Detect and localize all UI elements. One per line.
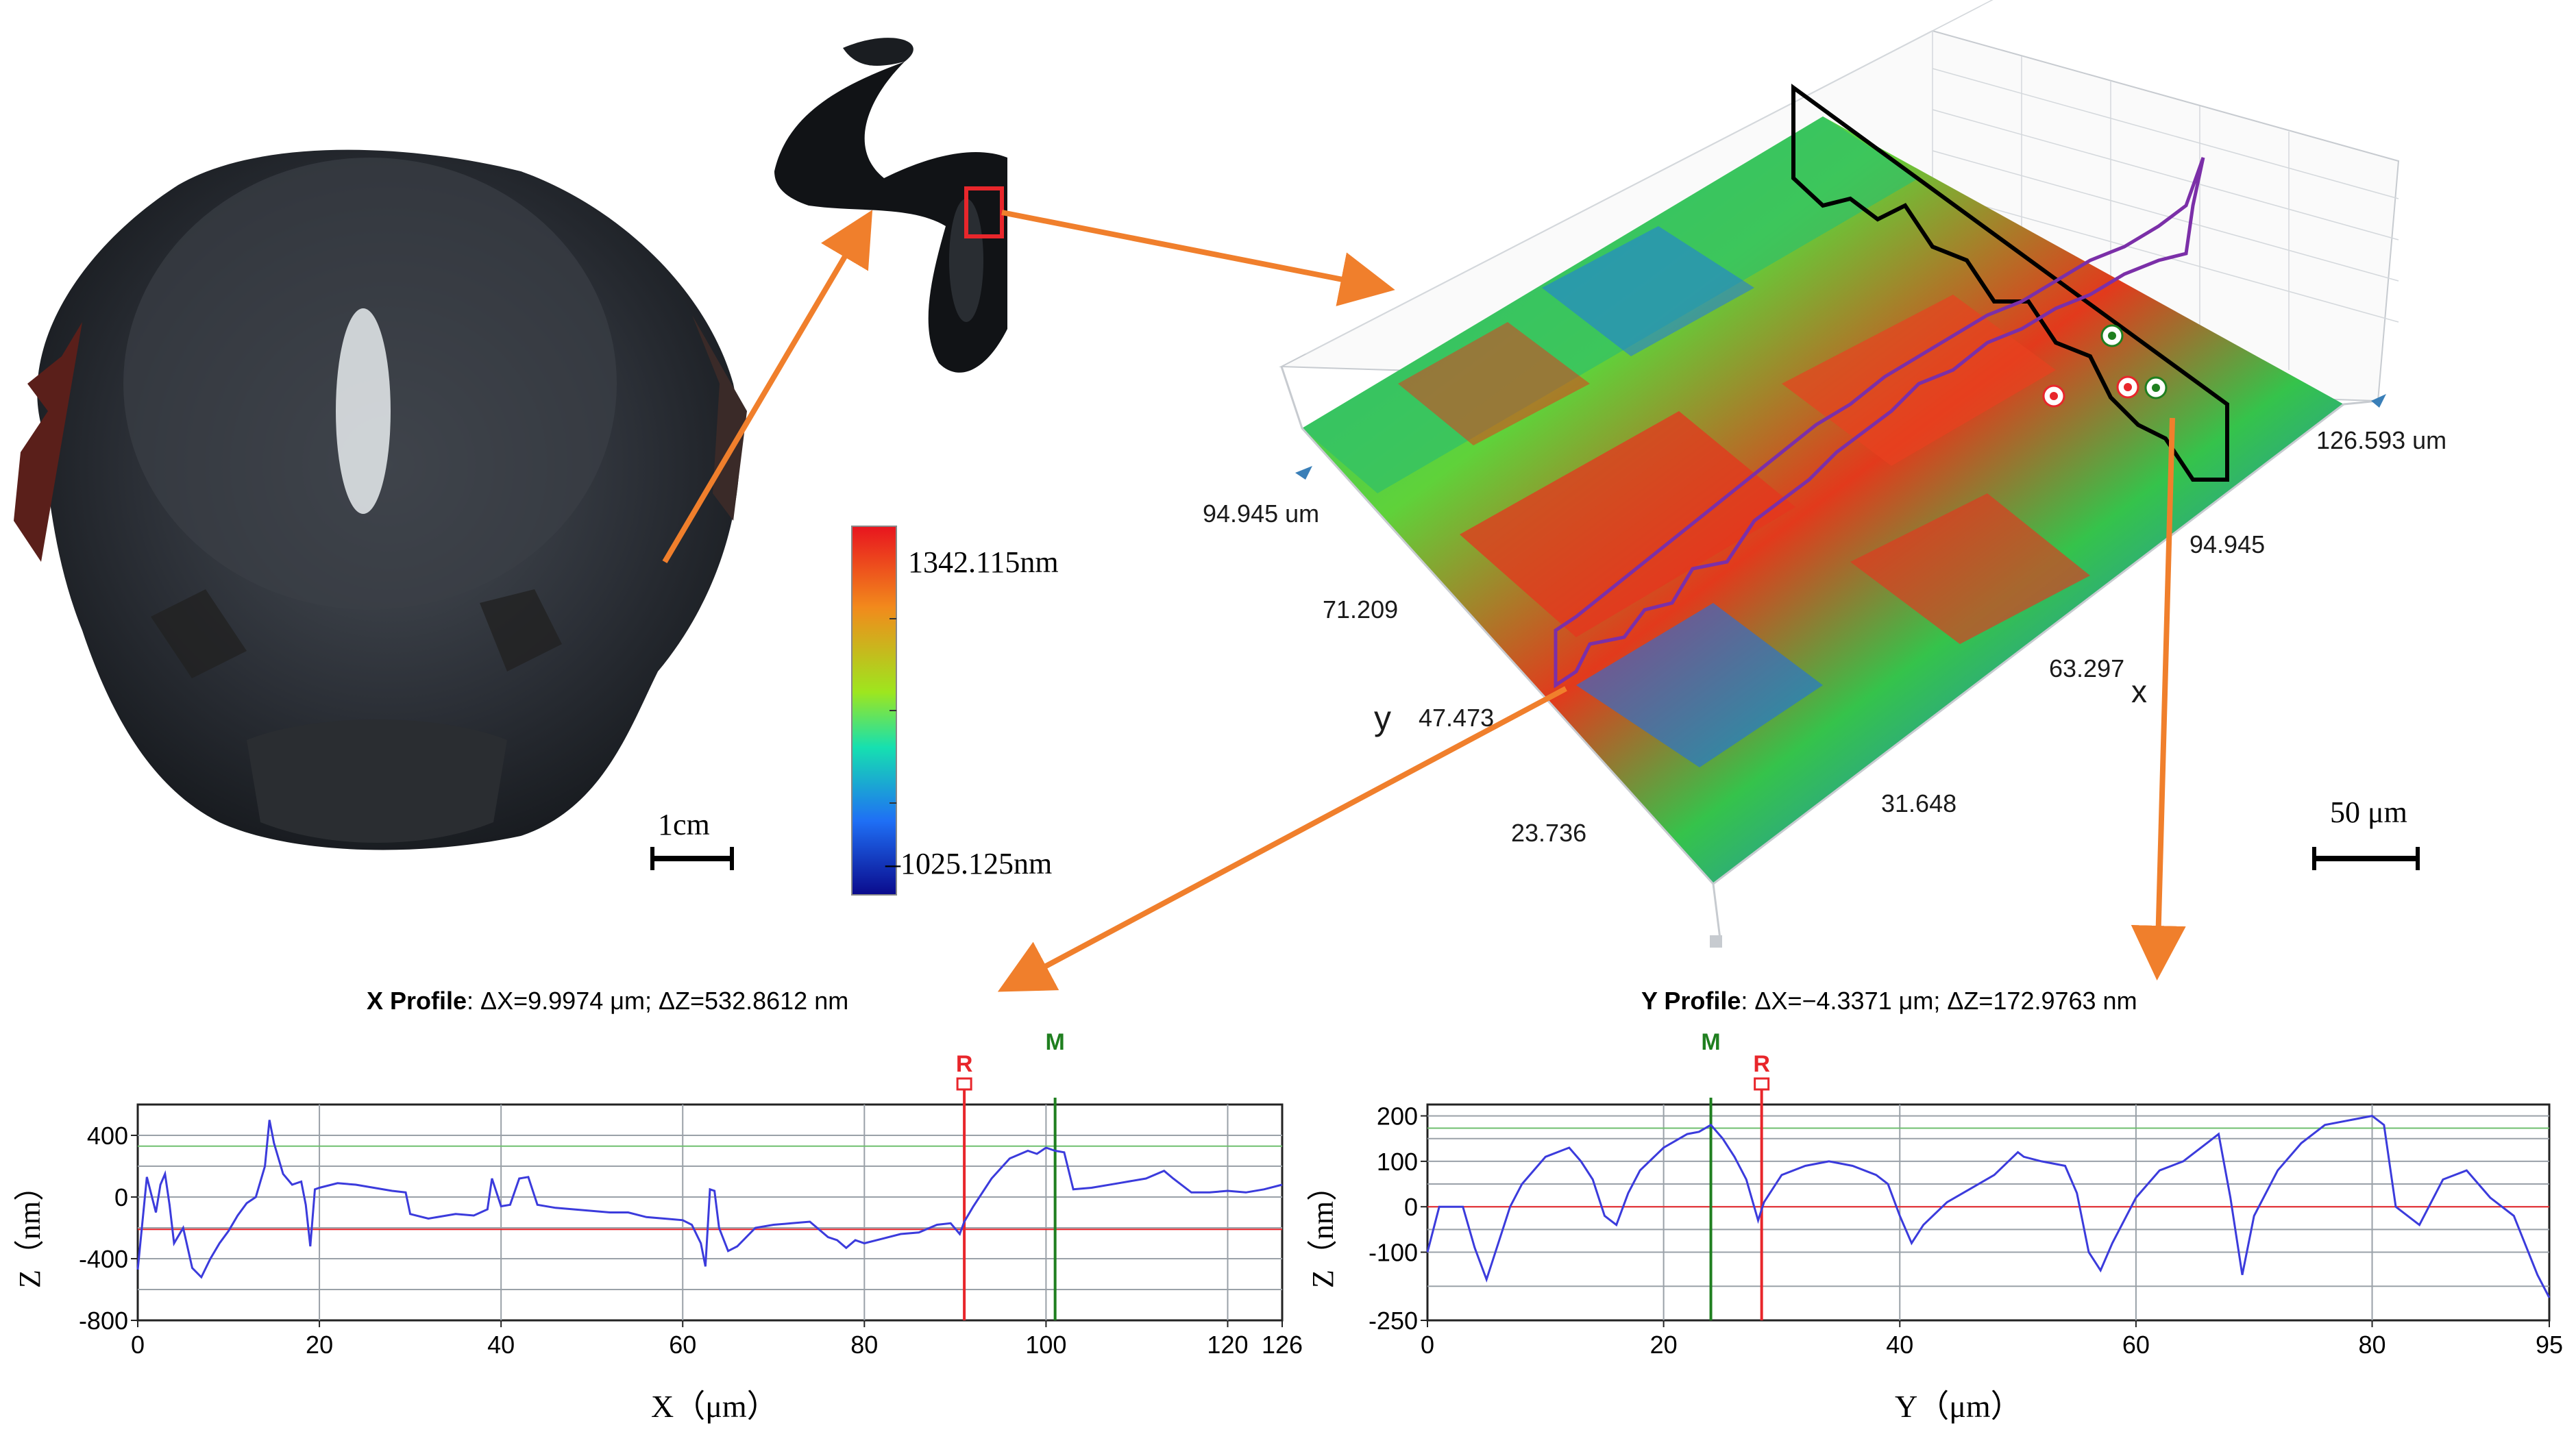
y-profile-ticks: 0 20 40 60 80 95 -250 -100 0 100 200 xyxy=(1369,1102,2563,1359)
x-profile-xtick-label: 126 xyxy=(1262,1331,1303,1359)
y-profile-ytick-label: 0 xyxy=(1404,1193,1418,1221)
purple-y-profile-path xyxy=(1554,157,2205,689)
surface-y-tick-23: 23.736 xyxy=(1511,819,1586,847)
x-profile-r-cursor-label: R xyxy=(956,1051,973,1077)
arrows xyxy=(662,210,2186,992)
x-profile-ylabel: Z（nm） xyxy=(13,1171,47,1288)
x-profile-ticks: 0 20 40 60 80 100 120 126 -800 -400 0 400 xyxy=(79,1122,1303,1359)
surface-y-axis-name: y xyxy=(1374,699,1391,737)
y-profile-xtick-label: 0 xyxy=(1421,1331,1434,1359)
x-profile-series-line xyxy=(136,1120,1283,1279)
scale-bar-surface: 50 μm xyxy=(2312,796,2420,870)
x-profile-chart: X Profile: ΔX=9.9974 μm; ΔZ=532.8612 nm … xyxy=(13,987,1303,1424)
surface-y-extent: 94.945 um xyxy=(1203,500,1319,528)
x-profile-ytick-label: 0 xyxy=(114,1183,128,1211)
x-profile-ytick-label: -800 xyxy=(79,1307,128,1335)
y-profile-xlabel: Y（μm） xyxy=(1895,1389,2022,1424)
arrow-leg-to-surface xyxy=(1001,210,1395,306)
y-profile-xtick-label: 20 xyxy=(1650,1331,1678,1359)
scale-bar-surface-label: 50 μm xyxy=(2330,796,2407,829)
colorbar-min-label: –1025.125nm xyxy=(885,847,1052,880)
y-profile-grid xyxy=(1427,1105,2549,1320)
arrow-surface-to-y-profile xyxy=(2131,417,2186,981)
y-profile-xtick-label: 80 xyxy=(2359,1331,2386,1359)
y-profile-series-line xyxy=(1426,1115,2551,1298)
x-profile-xtick-label: 0 xyxy=(131,1331,145,1359)
x-profile-title: X Profile: ΔX=9.9974 μm; ΔZ=532.8612 nm xyxy=(367,987,848,1015)
y-profile-r-cursor-handle[interactable] xyxy=(1754,1077,1770,1091)
arrow-surface-to-x-profile xyxy=(997,686,1567,992)
y-profile-ylabel: Z（nm） xyxy=(1306,1171,1340,1288)
x-profile-xtick-label: 100 xyxy=(1025,1331,1066,1359)
y-profile-r-cursor-label: R xyxy=(1753,1051,1770,1077)
y-profile-ytick-label: -100 xyxy=(1369,1239,1418,1267)
x-profile-xtick-label: 80 xyxy=(850,1331,878,1359)
y-profile-ytick-label: 100 xyxy=(1377,1148,1418,1176)
x-profile-xlabel: X（μm） xyxy=(651,1389,778,1424)
surface-grid xyxy=(1305,0,2399,370)
y-profile-ytick-label: -250 xyxy=(1369,1307,1418,1335)
surface-x-tick-94: 94.945 xyxy=(2189,530,2265,558)
surface-3d-plot: 94.945 um 126.593 um 71.209 47.473 23.73… xyxy=(1203,0,2446,948)
y-profile-chart: Y Profile: ΔX=−4.3371 μm; ΔZ=172.9763 nm… xyxy=(1306,987,2563,1424)
arrow-head-to-leg xyxy=(662,210,873,564)
y-profile-title: Y Profile: ΔX=−4.3371 μm; ΔZ=172.9763 nm xyxy=(1641,987,2137,1015)
x-profile-ytick-label: 400 xyxy=(87,1122,128,1150)
x-profile-m-cursor-label: M xyxy=(1045,1029,1064,1055)
surface-x-axis-name: x xyxy=(2131,674,2147,709)
beetle-head-photo xyxy=(14,149,747,850)
x-profile-xtick-label: 20 xyxy=(306,1331,333,1359)
scale-bar-head: 1cm xyxy=(650,808,734,870)
leg-photo xyxy=(774,38,1007,373)
colorbar: 1342.115nm –1025.125nm xyxy=(851,526,1059,896)
surface-x-tick-31: 31.648 xyxy=(1881,789,1956,817)
y-profile-ytick-label: 200 xyxy=(1377,1102,1418,1131)
y-profile-plot-area xyxy=(1426,1103,2551,1322)
y-profile-xtick-label: 60 xyxy=(2122,1331,2150,1359)
x-profile-xtick-label: 120 xyxy=(1207,1331,1248,1359)
x-profile-xtick-label: 60 xyxy=(669,1331,696,1359)
y-profile-markers: RM xyxy=(1427,1029,2549,1320)
colorbar-gradient xyxy=(851,526,897,896)
surface-y-tick-71: 71.209 xyxy=(1323,595,1398,624)
y-profile-m-cursor-label: M xyxy=(1701,1029,1720,1055)
x-profile-xtick-label: 40 xyxy=(487,1331,515,1359)
scale-bar-head-label: 1cm xyxy=(658,808,710,841)
black-x-profile-path xyxy=(1791,84,2229,482)
x-profile-r-cursor-handle[interactable] xyxy=(956,1077,972,1091)
y-profile-xtick-label: 95 xyxy=(2536,1331,2563,1359)
surface-x-tick-63: 63.297 xyxy=(2049,654,2124,682)
surface-y-tick-47: 47.473 xyxy=(1419,704,1494,732)
surface-x-extent: 126.593 um xyxy=(2316,426,2446,454)
colorbar-max-label: 1342.115nm xyxy=(908,545,1059,579)
y-profile-xtick-label: 40 xyxy=(1886,1331,1913,1359)
x-profile-plot-area xyxy=(136,1103,1284,1322)
x-profile-ytick-label: -400 xyxy=(79,1245,128,1273)
x-profile-markers: RM xyxy=(138,1029,1282,1320)
